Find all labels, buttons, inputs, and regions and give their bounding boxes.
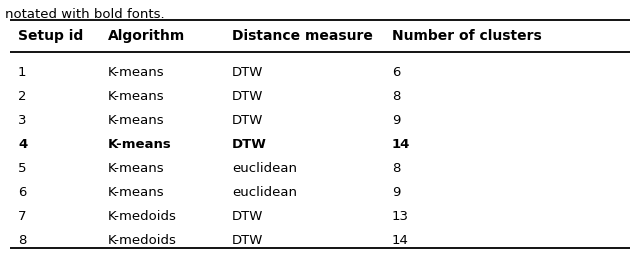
Text: 2: 2	[18, 91, 26, 103]
Text: Algorithm: Algorithm	[108, 29, 185, 43]
Text: 14: 14	[392, 138, 410, 152]
Text: K-medoids: K-medoids	[108, 210, 177, 223]
Text: K-means: K-means	[108, 187, 164, 199]
Text: K-means: K-means	[108, 67, 164, 80]
Text: Distance measure: Distance measure	[232, 29, 373, 43]
Text: K-means: K-means	[108, 114, 164, 127]
Text: DTW: DTW	[232, 114, 264, 127]
Text: K-medoids: K-medoids	[108, 234, 177, 248]
Text: 9: 9	[392, 114, 401, 127]
Text: 13: 13	[392, 210, 409, 223]
Text: DTW: DTW	[232, 67, 264, 80]
Text: euclidean: euclidean	[232, 163, 297, 176]
Text: K-means: K-means	[108, 91, 164, 103]
Text: Number of clusters: Number of clusters	[392, 29, 541, 43]
Text: DTW: DTW	[232, 91, 264, 103]
Text: DTW: DTW	[232, 138, 267, 152]
Text: Setup id: Setup id	[18, 29, 83, 43]
Text: 6: 6	[18, 187, 26, 199]
Text: 9: 9	[392, 187, 401, 199]
Text: K-means: K-means	[108, 163, 164, 176]
Text: DTW: DTW	[232, 234, 264, 248]
Text: 8: 8	[392, 91, 401, 103]
Text: K-means: K-means	[108, 138, 172, 152]
Text: 8: 8	[392, 163, 401, 176]
Text: 3: 3	[18, 114, 26, 127]
Text: 4: 4	[18, 138, 28, 152]
Text: DTW: DTW	[232, 210, 264, 223]
Text: 7: 7	[18, 210, 26, 223]
Text: euclidean: euclidean	[232, 187, 297, 199]
Text: 6: 6	[392, 67, 401, 80]
Text: 5: 5	[18, 163, 26, 176]
Text: 1: 1	[18, 67, 26, 80]
Text: notated with bold fonts.: notated with bold fonts.	[5, 8, 164, 21]
Text: 8: 8	[18, 234, 26, 248]
Text: 14: 14	[392, 234, 409, 248]
